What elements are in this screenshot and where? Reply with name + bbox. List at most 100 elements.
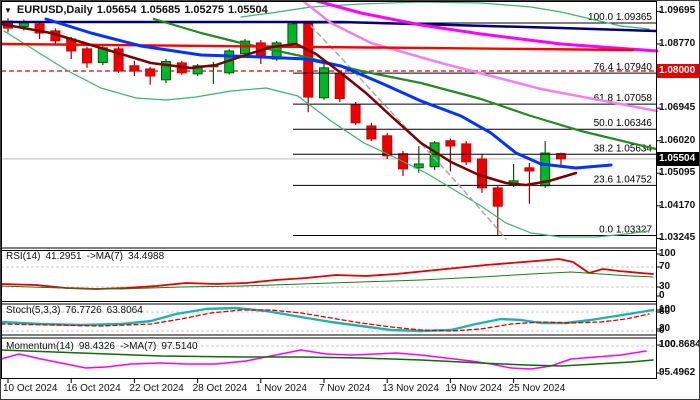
candle-body <box>445 140 456 147</box>
fib-label-38.2: 38.2 1.05634 <box>594 143 653 154</box>
candle <box>477 153 487 193</box>
ma-pink-light <box>301 1 659 113</box>
rsi-ma-line <box>1 271 654 290</box>
candle-body <box>287 23 298 45</box>
candle-body <box>34 23 45 34</box>
rsi-value: 41.2951 <box>45 251 82 262</box>
price-axis-label: 1.06945 <box>659 102 696 114</box>
rsi-indicator-label: RSI(14) 41.2951 ->MA(7) 34.4988 <box>6 251 169 262</box>
fib-label-23.6: 23.6 1.04752 <box>594 174 653 185</box>
momentum-ma-name: ->MA(7) <box>119 341 157 352</box>
ma-green-medium <box>152 17 658 151</box>
price-axis-label: 1.09695 <box>659 5 696 17</box>
candle <box>492 186 503 236</box>
stoch-scale-label: 80 <box>659 306 671 317</box>
price-axis-label: 1.06020 <box>659 134 696 146</box>
candle <box>113 46 124 73</box>
candle <box>129 60 140 76</box>
price-axis-label: 1.03245 <box>659 232 696 244</box>
title-close-value: 1.05504 <box>228 4 268 16</box>
rsi-scale-label: 100 <box>659 248 676 259</box>
stoch-main-line <box>1 306 655 333</box>
candle <box>82 46 92 68</box>
date-axis-label: 28 Oct 2024 <box>192 383 248 394</box>
candle-body <box>145 68 156 77</box>
momentum-scale-label: 95.4962 <box>659 367 696 378</box>
fib-label-100.0: 100.0 1.09365 <box>588 12 652 23</box>
ma-magenta <box>315 1 659 53</box>
chart-title: ▼ EURUSD,Daily 1.05654 1.05685 1.05275 1.0550… <box>4 4 272 16</box>
fib-label-61.8: 61.8 1.07058 <box>594 93 653 104</box>
ma-blue-fast <box>44 17 613 170</box>
momentum-ma-value: 97.5140 <box>161 341 198 352</box>
stoch-signal-line <box>1 309 650 332</box>
price-axis-label: 1.05095 <box>659 167 696 179</box>
candle-body <box>477 158 487 189</box>
stoch-value: 76.7726 <box>65 305 102 316</box>
stoch-scale-label: 20 <box>659 323 671 334</box>
candle <box>319 62 329 100</box>
rsi-ma-value: 34.4988 <box>128 251 165 262</box>
momentum-value: 98.4326 <box>78 341 115 352</box>
candle <box>50 28 61 45</box>
title-high-value: 1.05685 <box>140 4 181 16</box>
rsi-name: RSI(14) <box>6 251 41 262</box>
date-axis-label: 10 Oct 2024 <box>3 383 58 394</box>
rsi-scale-label: 30 <box>659 281 671 292</box>
candle-body <box>350 104 361 124</box>
title-open-value: 1.05654 <box>96 4 137 16</box>
price-axis-label: 1.08770 <box>659 37 696 49</box>
stoch-scale-label: 0 <box>659 325 665 336</box>
date-axis-label: 25 Nov 2024 <box>508 383 566 394</box>
title-low-value: 1.05275 <box>184 4 225 16</box>
rsi-scale-label: 0 <box>659 290 665 301</box>
stoch-scale-label: 100 <box>659 304 676 315</box>
date-axis-label: 1 Nov 2024 <box>255 383 307 394</box>
candle <box>429 141 440 170</box>
candle-body <box>18 22 29 28</box>
candle <box>413 145 424 173</box>
date-axis-label: 22 Oct 2024 <box>129 383 184 394</box>
momentum-scale-label: 100.8684 <box>659 339 700 350</box>
candle-body <box>382 135 393 157</box>
candle-body <box>413 163 424 169</box>
red-resistance-trendline <box>1 42 635 52</box>
candle-body <box>492 187 503 207</box>
bollinger-upper-band <box>240 1 650 30</box>
candle-body <box>192 65 203 75</box>
fib-label-76.4: 76.4 1.07940 <box>594 62 653 73</box>
candle <box>556 152 566 167</box>
candle-body <box>461 143 472 163</box>
symbol-dropdown-icon[interactable]: ▼ <box>4 6 12 15</box>
bollinger-lower-band <box>3 30 650 238</box>
ma-navy-slow <box>1 20 658 33</box>
candle-body <box>366 125 377 140</box>
date-axis-label: 7 Nov 2024 <box>319 383 371 394</box>
candle <box>366 122 377 142</box>
stoch-ma-value: 63.8064 <box>106 305 143 316</box>
current-price-box: 1.05504 <box>657 151 699 166</box>
fib-label-50.0: 50.0 1.06346 <box>594 118 653 129</box>
candle-body <box>113 48 124 72</box>
stoch-name: Stoch(5,3,3) <box>6 305 61 316</box>
candle <box>461 141 472 165</box>
candle <box>161 59 171 83</box>
momentum-name: Momentum(14) <box>6 341 74 352</box>
candle-body <box>524 167 535 172</box>
candle-body <box>334 73 345 99</box>
symbol-period-label: EURUSD,Daily <box>16 4 93 16</box>
stoch-indicator-label: Stoch(5,3,3) 76.7726 63.8064 <box>6 305 148 316</box>
momentum-line <box>1 349 647 370</box>
candle <box>303 22 314 113</box>
ma-maroon <box>1 22 578 187</box>
candle <box>350 102 361 125</box>
rsi-ma-name: ->MA(7) <box>86 251 124 262</box>
candle-body <box>161 61 171 81</box>
candle <box>287 21 298 47</box>
candle-body <box>556 153 566 160</box>
candle-body <box>319 67 329 99</box>
rsi-scale-label: 70 <box>659 261 671 272</box>
price-axis-label: 1.04170 <box>659 199 696 211</box>
